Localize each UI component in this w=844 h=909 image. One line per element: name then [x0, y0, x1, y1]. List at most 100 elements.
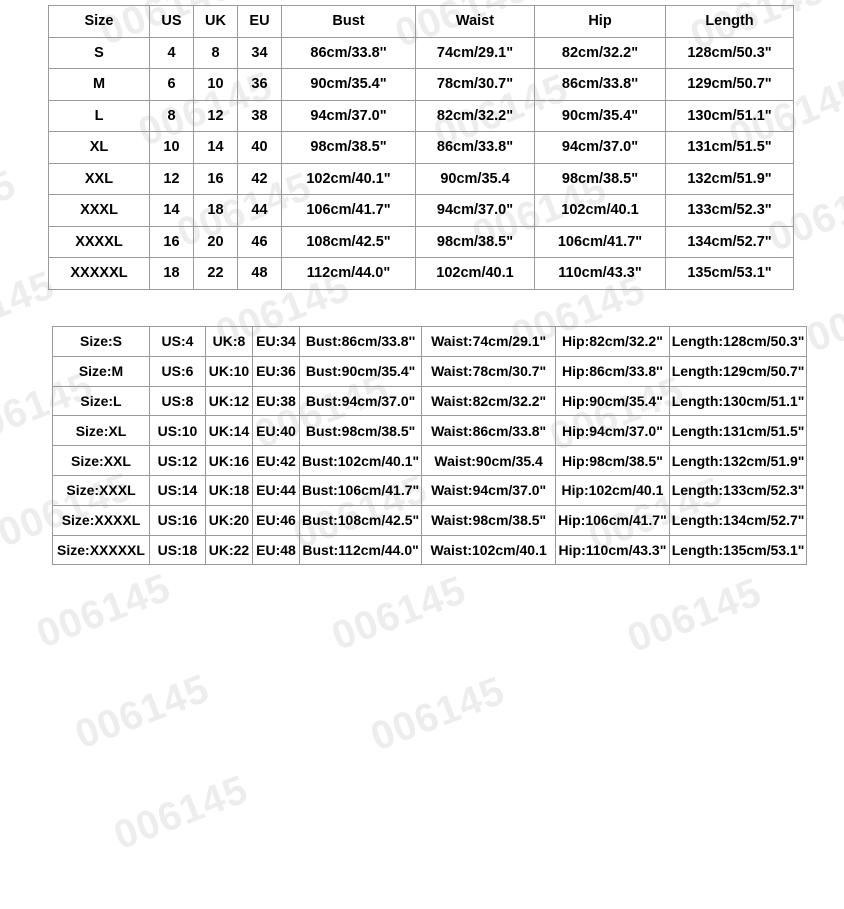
table-cell: 46: [237, 225, 282, 258]
table-cell: UK:16: [205, 445, 253, 476]
table-cell: 106cm/41.7": [281, 194, 416, 227]
table-cell: UK:10: [205, 355, 253, 387]
watermark-text: 006145: [621, 569, 768, 661]
table-cell: 102cm/40.1": [281, 162, 416, 195]
table-cell: Bust:106cm/41.7": [298, 474, 423, 506]
table-cell: 82cm/32.2": [415, 99, 535, 132]
watermark-text: 006145: [0, 161, 22, 253]
table-cell: 22: [193, 257, 238, 290]
table-cell: 44: [237, 194, 282, 227]
table-cell: XXXXXL: [48, 257, 150, 290]
table-cell: L: [48, 99, 150, 132]
table-cell: UK:8: [205, 326, 253, 357]
table-cell: US:4: [149, 326, 206, 357]
table-row: L 8 12 38 94cm/37.0" 82cm/32.2" 90cm/35.4" 130c…: [48, 99, 794, 132]
table-cell: 6: [149, 68, 194, 101]
watermark-text: 006145: [325, 567, 472, 659]
table-cell: 134cm/52.7": [665, 225, 794, 258]
table-cell: Length:128cm/50.3": [668, 326, 808, 357]
table-cell: 94cm/37.0": [415, 194, 535, 227]
table-cell: 94cm/37.0": [534, 131, 666, 164]
table-cell: 98cm/38.5": [534, 162, 666, 195]
table-cell: Length:132cm/51.9": [668, 445, 808, 476]
table-cell: Length:130cm/51.1": [668, 385, 808, 417]
table-cell: Bust:98cm/38.5": [298, 415, 423, 447]
table-cell: 98cm/38.5": [281, 131, 416, 164]
table-cell: 38: [237, 99, 282, 132]
table-row: XXL 12 16 42 102cm/40.1" 90cm/35.4 98cm/38.5" 1…: [48, 162, 794, 195]
table-cell: Bust:102cm/40.1": [298, 445, 423, 476]
table-cell: 135cm/53.1": [665, 257, 794, 290]
table-cell: US:14: [149, 474, 206, 506]
column-header-bust: Bust: [281, 5, 416, 38]
table-cell: Hip:110cm/43.3": [555, 534, 670, 566]
table-cell: S: [48, 36, 150, 69]
table-cell: 108cm/42.5": [281, 225, 416, 258]
table-cell: 8: [193, 36, 238, 69]
table-row: XXXL 14 18 44 106cm/41.7" 94cm/37.0" 102cm/40.…: [48, 194, 794, 227]
table-cell: Bust:112cm/44.0": [298, 534, 423, 566]
table-cell: 10: [193, 68, 238, 101]
watermark-text: 006145: [839, 370, 844, 462]
table-row: S 4 8 34 86cm/33.8'' 74cm/29.1" 82cm/32.2" 128c…: [48, 36, 794, 69]
table-cell: XXXXL: [48, 225, 150, 258]
table-cell: Hip:90cm/35.4": [555, 385, 670, 417]
table-cell: XXL: [48, 162, 150, 195]
size-chart-labeled-table: Size:S US:4 UK:8 EU:34 Bust:86cm/33.8'' Waist…: [52, 326, 808, 566]
table-row: Size:XXL US:12 UK:16 EU:42 Bust:102cm/40.1" W…: [52, 445, 808, 476]
table-cell: Waist:102cm/40.1: [421, 534, 557, 566]
table-cell: 48: [237, 257, 282, 290]
table-cell: US:10: [149, 415, 206, 447]
column-header-length: Length: [665, 5, 794, 38]
table-row: Size:L US:8 UK:12 EU:38 Bust:94cm/37.0" Waist…: [52, 385, 808, 417]
table-cell: 34: [237, 36, 282, 69]
table-cell: Size:L: [52, 385, 150, 417]
table-cell: 4: [149, 36, 194, 69]
table-cell: 82cm/32.2": [534, 36, 666, 69]
table-cell: 112cm/44.0": [281, 257, 416, 290]
table-cell: 86cm/33.8'': [534, 68, 666, 101]
size-chart-labeled-body: Size:S US:4 UK:8 EU:34 Bust:86cm/33.8'' Waist…: [52, 326, 808, 566]
table-row: Size:XXXXXL US:18 UK:22 EU:48 Bust:112cm/44.…: [52, 534, 808, 566]
table-cell: 12: [149, 162, 194, 195]
table-row: XXXXL 16 20 46 108cm/42.5" 98cm/38.5" 106cm/41…: [48, 225, 794, 258]
table-cell: 128cm/50.3": [665, 36, 794, 69]
watermark-text: 006145: [364, 668, 511, 760]
table-cell: US:18: [149, 534, 206, 566]
column-header-eu: EU: [237, 5, 282, 38]
table-header-row: Size US UK EU Bust Waist Hip Length: [48, 5, 794, 38]
table-cell: 18: [193, 194, 238, 227]
table-cell: Length:134cm/52.7": [668, 504, 808, 536]
column-header-us: US: [149, 5, 194, 38]
table-cell: US:6: [149, 355, 206, 387]
table-cell: UK:12: [205, 385, 253, 417]
table-row: Size:XXXL US:14 UK:18 EU:44 Bust:106cm/41.7"…: [52, 474, 808, 506]
table-cell: UK:22: [205, 534, 253, 566]
table-cell: 131cm/51.5": [665, 131, 794, 164]
table-cell: US:12: [149, 445, 206, 476]
table-cell: 12: [193, 99, 238, 132]
table-cell: Size:XXL: [52, 445, 150, 476]
table-cell: 14: [149, 194, 194, 227]
table-cell: 40: [237, 131, 282, 164]
table-cell: 102cm/40.1: [415, 257, 535, 290]
table-cell: EU:46: [252, 504, 300, 536]
table-cell: 133cm/52.3": [665, 194, 794, 227]
table-cell: UK:18: [205, 474, 253, 506]
watermark-text: 006145: [30, 564, 177, 657]
table-cell: Size:S: [52, 326, 150, 357]
table-row: XL 10 14 40 98cm/38.5" 86cm/33.8" 94cm/37.0" 13…: [48, 131, 794, 164]
table-cell: UK:20: [205, 504, 253, 536]
table-cell: Length:129cm/50.7": [668, 355, 808, 387]
size-chart-grid-header: Size US UK EU Bust Waist Hip Length: [48, 5, 794, 38]
table-cell: Hip:106cm/41.7": [555, 504, 670, 536]
table-cell: 20: [193, 225, 238, 258]
table-cell: 10: [149, 131, 194, 164]
table-cell: EU:48: [252, 534, 300, 566]
table-cell: Size:XXXXXL: [52, 534, 150, 566]
table-cell: Waist:94cm/37.0": [421, 474, 557, 506]
column-header-uk: UK: [193, 5, 238, 38]
table-cell: EU:34: [252, 326, 300, 357]
table-cell: US:16: [149, 504, 206, 536]
table-cell: Size:XXXXL: [52, 504, 150, 536]
